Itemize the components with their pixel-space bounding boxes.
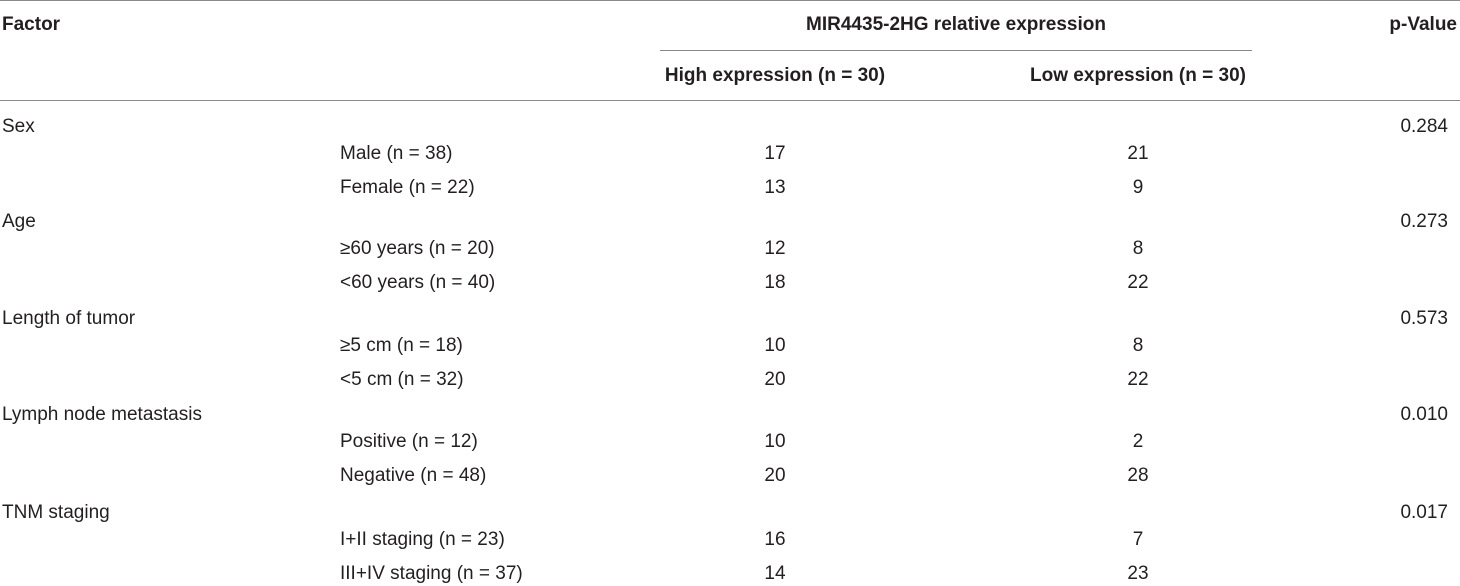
- high-count: 12: [764, 238, 786, 259]
- high-count: 20: [764, 465, 786, 486]
- high-count: 10: [764, 335, 786, 356]
- row-label: ≥5 cm (n = 18): [340, 335, 463, 356]
- factor-label: Length of tumor: [2, 308, 136, 329]
- row-label: <60 years (n = 40): [340, 272, 496, 293]
- low-count: 9: [1132, 177, 1144, 198]
- high-count: 20: [764, 369, 786, 390]
- group-rule: [660, 50, 1252, 51]
- high-count: 16: [764, 529, 786, 550]
- low-count: 23: [1127, 563, 1149, 584]
- header-group: MIR4435-2HG relative expression: [806, 14, 1106, 35]
- row-label: I+II staging (n = 23): [340, 529, 505, 550]
- row-label: <5 cm (n = 32): [340, 369, 464, 390]
- low-count: 22: [1127, 369, 1149, 390]
- p-value: 0.573: [1400, 308, 1448, 329]
- low-count: 8: [1132, 238, 1144, 259]
- high-count: 13: [764, 177, 786, 198]
- p-value: 0.284: [1400, 116, 1448, 137]
- row-label: ≥60 years (n = 20): [340, 238, 495, 259]
- low-count: 2: [1132, 431, 1144, 452]
- low-count: 7: [1132, 529, 1144, 550]
- header-low: Low expression (n = 30): [1030, 65, 1246, 86]
- low-count: 22: [1127, 272, 1149, 293]
- low-count: 8: [1132, 335, 1144, 356]
- factor-label: TNM staging: [2, 502, 110, 523]
- factor-label: Age: [2, 211, 36, 232]
- p-value: 0.017: [1400, 502, 1448, 523]
- row-label: Positive (n = 12): [340, 431, 478, 452]
- row-label: Male (n = 38): [340, 143, 453, 164]
- row-label: Negative (n = 48): [340, 465, 487, 486]
- high-count: 18: [764, 272, 786, 293]
- low-count: 28: [1127, 465, 1149, 486]
- header-high: High expression (n = 30): [664, 65, 886, 86]
- high-count: 10: [764, 431, 786, 452]
- p-value: 0.273: [1400, 211, 1448, 232]
- factor-label: Lymph node metastasis: [2, 404, 202, 425]
- top-rule: [0, 0, 1460, 1]
- row-label: III+IV staging (n = 37): [340, 563, 523, 584]
- high-count: 14: [764, 563, 786, 584]
- factor-label: Sex: [2, 116, 35, 137]
- row-label: Female (n = 22): [340, 177, 475, 198]
- header-pvalue: p-Value: [1389, 14, 1457, 35]
- high-count: 17: [764, 143, 786, 164]
- header-rule: [0, 100, 1460, 101]
- p-value: 0.010: [1400, 404, 1448, 425]
- header-factor: Factor: [2, 14, 61, 35]
- low-count: 21: [1127, 143, 1149, 164]
